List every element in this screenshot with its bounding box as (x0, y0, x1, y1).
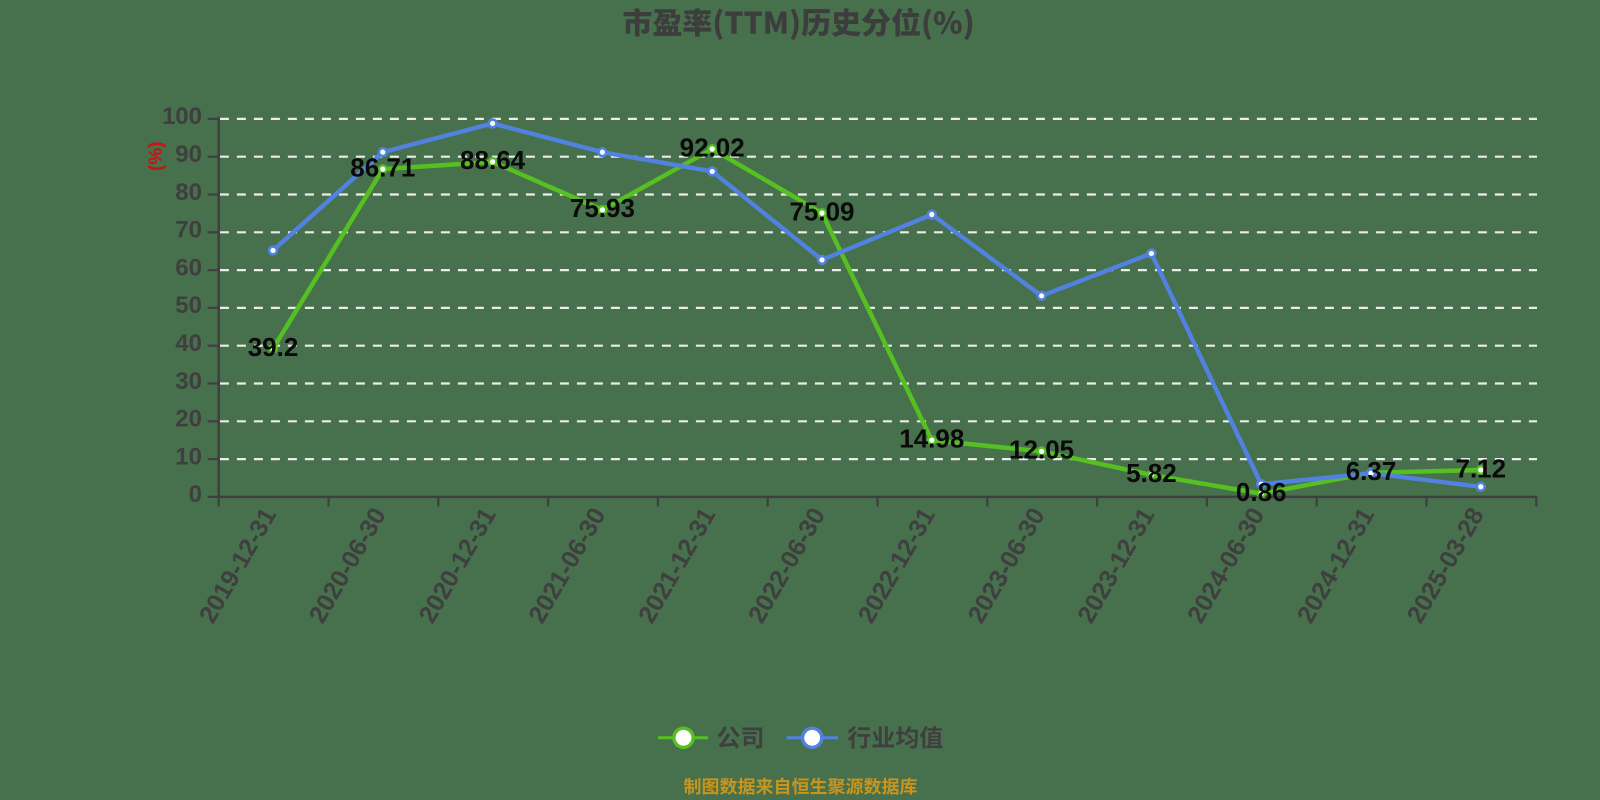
svg-text:60: 60 (175, 254, 202, 281)
svg-text:0: 0 (189, 481, 202, 508)
svg-text:88.64: 88.64 (460, 145, 526, 175)
svg-text:100: 100 (162, 103, 202, 130)
svg-text:86.71: 86.71 (350, 152, 415, 182)
svg-text:14.98: 14.98 (899, 424, 964, 454)
svg-text:90: 90 (175, 141, 202, 168)
svg-text:70: 70 (175, 217, 202, 244)
svg-text:0.86: 0.86 (1236, 477, 1287, 507)
svg-text:7.12: 7.12 (1455, 453, 1506, 483)
svg-text:39.2: 39.2 (248, 332, 299, 362)
svg-text:10: 10 (175, 443, 202, 470)
svg-text:75.93: 75.93 (570, 193, 635, 223)
svg-text:75.09: 75.09 (789, 196, 854, 226)
svg-text:80: 80 (175, 179, 202, 206)
svg-text:12.05: 12.05 (1009, 435, 1074, 465)
svg-text:92.02: 92.02 (680, 132, 745, 162)
svg-text:20: 20 (175, 406, 202, 433)
svg-text:40: 40 (175, 330, 202, 357)
svg-text:30: 30 (175, 368, 202, 395)
svg-text:6.37: 6.37 (1346, 456, 1397, 486)
svg-text:(%): (%) (146, 141, 167, 171)
svg-text:5.82: 5.82 (1126, 458, 1177, 488)
svg-text:50: 50 (175, 292, 202, 319)
